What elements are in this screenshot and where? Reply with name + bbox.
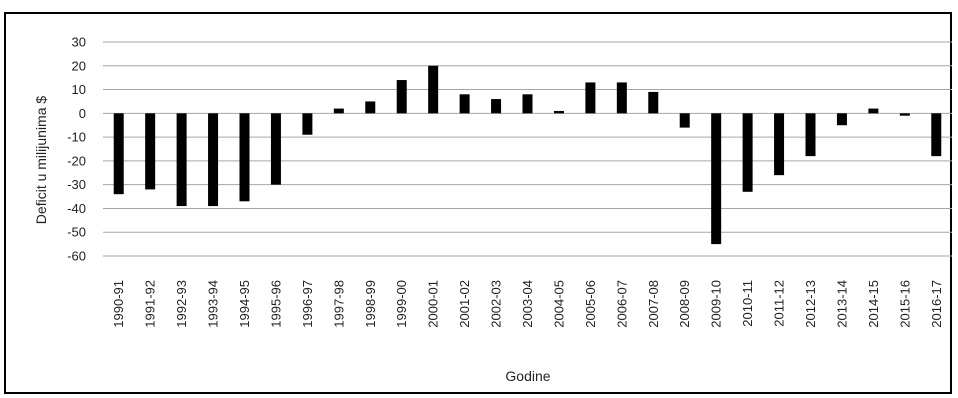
- bar: [459, 94, 470, 114]
- bar: [711, 113, 722, 245]
- y-axis-ticks: 30 20 10 0 -10 -20 -30 -40 -50 -60: [67, 35, 86, 264]
- y-tick-label: -60: [67, 249, 86, 264]
- x-tick-label: 2016-17: [929, 280, 944, 328]
- bar: [585, 82, 596, 114]
- bar: [145, 113, 156, 190]
- y-tick-label: 0: [79, 106, 86, 121]
- x-tick-label: 1990-91: [111, 280, 126, 328]
- bars: [113, 65, 942, 245]
- x-axis-ticks: 1990-91 1991-92 1992-93 1993-94 1994-95 1995-…: [111, 280, 944, 328]
- x-tick-label: 2006-07: [614, 280, 629, 328]
- x-tick-label: 1992-93: [174, 280, 189, 328]
- x-tick-label: 2007-08: [646, 280, 661, 328]
- bar: [491, 99, 502, 114]
- x-tick-label: 1991-92: [143, 280, 158, 328]
- x-tick-label: 1995-96: [268, 280, 283, 328]
- x-tick-label: 1998-99: [363, 280, 378, 328]
- chart-frame: [4, 12, 952, 394]
- bar: [931, 113, 942, 157]
- bar: [365, 101, 376, 114]
- bar: [836, 113, 847, 126]
- x-tick-label: 2008-09: [677, 280, 692, 328]
- bar: [648, 91, 659, 114]
- bar: [428, 65, 439, 114]
- grid-lines: [103, 41, 952, 257]
- y-tick-label: 20: [72, 58, 86, 73]
- bar: [239, 113, 250, 202]
- x-tick-label: 1996-97: [300, 280, 315, 328]
- x-tick-label: 2000-01: [426, 280, 441, 328]
- x-tick-label: 2005-06: [583, 280, 598, 328]
- bar: [176, 113, 187, 207]
- y-tick-label: 30: [72, 35, 86, 50]
- x-tick-label: 2012-13: [803, 280, 818, 328]
- y-tick-label: -10: [67, 130, 86, 145]
- x-tick-label: 2010-11: [740, 280, 755, 327]
- bar: [774, 113, 785, 176]
- bar: [302, 113, 313, 135]
- x-tick-label: 2011-12: [772, 280, 787, 327]
- x-tick-label: 2001-02: [457, 280, 472, 328]
- x-tick-label: 1997-98: [331, 280, 346, 328]
- bar: [742, 113, 753, 192]
- bar: [208, 113, 219, 207]
- bar: [270, 113, 281, 185]
- y-tick-label: -40: [67, 201, 86, 216]
- bar: [805, 113, 816, 157]
- x-tick-label: 2009-10: [709, 280, 724, 328]
- bar: [899, 113, 910, 116]
- x-tick-label: 2014-15: [866, 280, 881, 328]
- x-tick-label: 2003-04: [520, 280, 535, 328]
- y-tick-label: -20: [67, 153, 86, 168]
- bar: [113, 113, 124, 195]
- x-tick-label: 1999-00: [394, 280, 409, 328]
- x-tick-label: 2015-16: [897, 280, 912, 328]
- x-tick-label: 2004-05: [551, 280, 566, 328]
- x-tick-label: 2002-03: [489, 280, 504, 328]
- y-tick-label: -50: [67, 225, 86, 240]
- y-tick-label: -30: [67, 177, 86, 192]
- bar: [522, 94, 533, 114]
- x-axis-title: Godine: [505, 368, 550, 384]
- bar: [679, 113, 690, 128]
- bar: [553, 110, 564, 114]
- y-tick-label: 10: [72, 82, 86, 97]
- bar: [396, 80, 407, 114]
- bar: [333, 108, 344, 114]
- x-tick-label: 1993-94: [206, 280, 221, 328]
- bar: [616, 82, 627, 114]
- x-tick-label: 1994-95: [237, 280, 252, 328]
- y-axis-title: Deficit u milijunima $: [33, 96, 49, 225]
- bar: [868, 108, 879, 114]
- x-tick-label: 2013-14: [834, 280, 849, 328]
